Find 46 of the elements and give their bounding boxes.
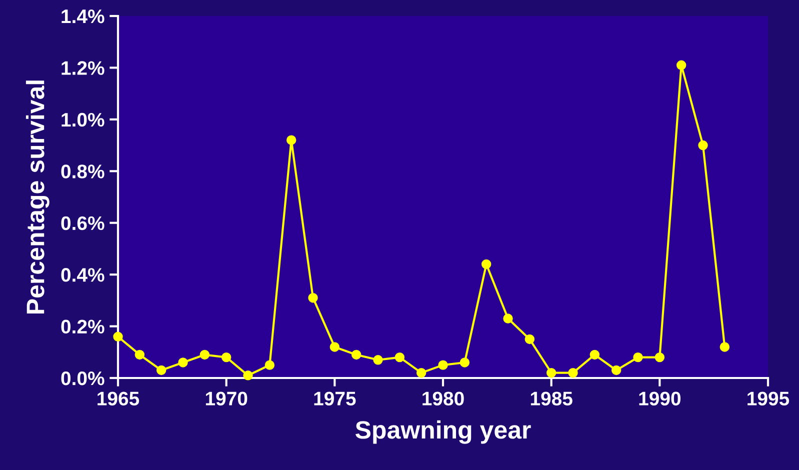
point [243,370,253,380]
y-tick-label: 0.2% [61,320,104,334]
point [308,292,318,303]
point [503,314,513,324]
x-tick-label: 1975 [314,392,356,406]
point [286,135,296,145]
y-tick-label: 0.6% [61,216,104,230]
point [134,350,145,360]
point [460,358,470,368]
point [633,352,643,362]
point [654,352,665,362]
point [590,350,600,360]
point [221,352,232,362]
y-tick-label: 0.0% [61,371,104,386]
point [113,332,123,342]
point [676,60,686,70]
x-tick-label: 1970 [206,392,248,406]
point [200,350,210,360]
point [330,342,340,352]
point [698,140,708,150]
y-tick-label: 1.2% [62,61,104,75]
y-tick-label: 0.4% [61,268,104,282]
y-tick-label: 1.0% [62,112,104,127]
point [524,334,535,344]
x-tick-label: 1985 [530,392,572,406]
point [178,358,188,368]
point [720,342,730,352]
x-tick-label: 1980 [422,392,464,406]
y-tick-label: 0.8% [61,164,104,178]
x-tick-label: 1965 [98,392,140,406]
point [394,352,405,362]
point [438,360,448,370]
point [351,350,362,360]
y-tick-label: 1.4% [62,10,104,24]
y-axis-title: Percentage survival [26,80,50,314]
point [481,259,492,270]
point [373,355,383,365]
point [611,365,622,376]
point [156,365,166,376]
x-axis-title: Spawning year [356,420,531,444]
point [264,360,275,370]
point [416,368,426,378]
point [546,368,556,378]
x-tick-label: 1990 [639,392,680,406]
x-tick-label: 1995 [748,392,790,406]
point [568,368,578,378]
